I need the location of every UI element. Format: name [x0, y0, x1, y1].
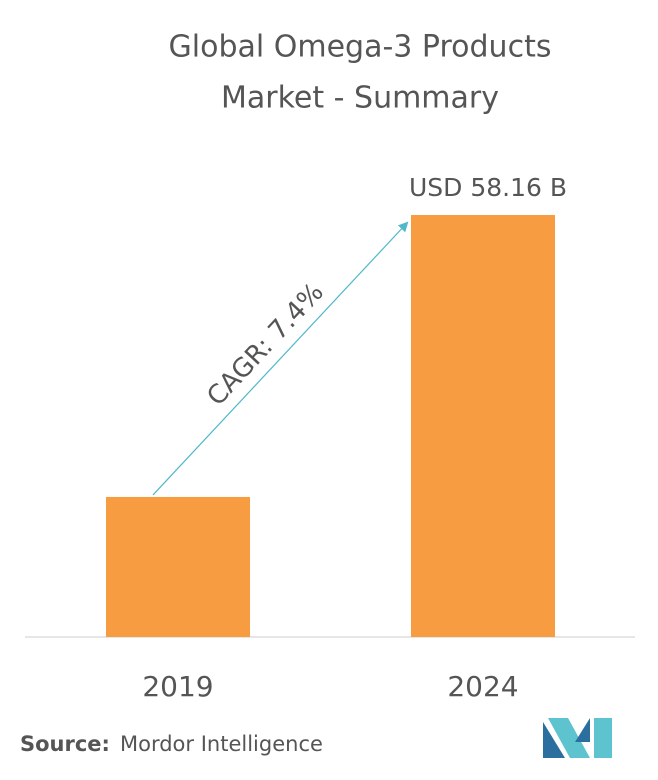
value-label: USD 58.16 B: [409, 173, 567, 202]
x-tick-label: 2019: [142, 670, 213, 703]
bar: [106, 496, 250, 637]
logo: [543, 718, 612, 758]
source: Mordor Intelligence: [120, 732, 323, 756]
chart-title: Global Omega-3 Products: [169, 30, 552, 65]
cagr-annotation: CAGR: 7.4%: [201, 277, 329, 411]
chart-subtitle: Market - Summary: [221, 81, 499, 116]
bar: [411, 215, 555, 637]
cagr-arrow: [152, 221, 409, 496]
x-tick-label: 2024: [447, 670, 518, 703]
source-label: Source:: [20, 732, 110, 756]
